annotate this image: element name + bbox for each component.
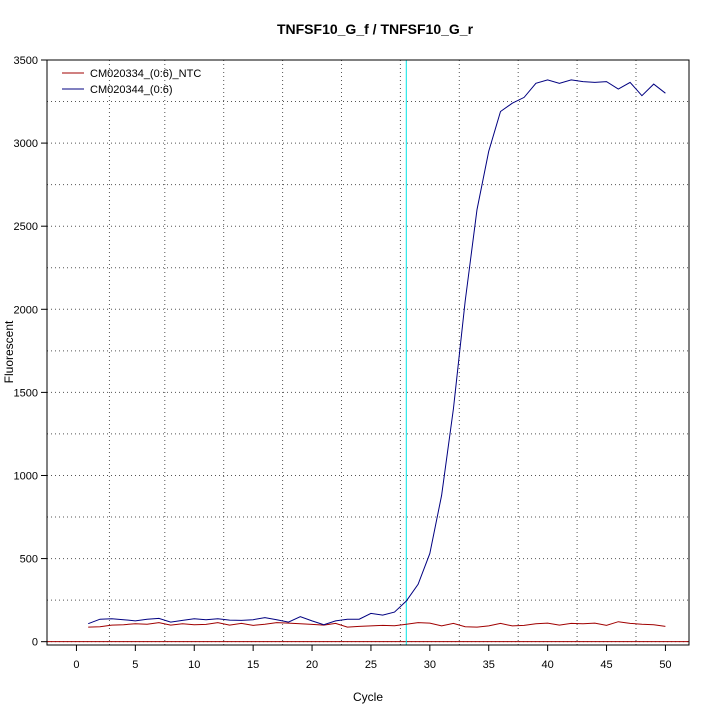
series-line-1 [88,79,666,626]
chart-title: TNFSF10_G_f / TNFSF10_G_r [277,21,474,37]
y-tick-label: 1000 [14,470,38,482]
y-tick-label: 500 [20,554,38,566]
x-tick-label: 35 [483,659,495,671]
x-tick-label: 0 [73,659,79,671]
x-tick-label: 40 [542,659,554,671]
y-tick-label: 1500 [14,387,38,399]
legend-label-ntc: CM020334_(0:6)_NTC [90,68,201,80]
plot-frame [46,59,690,646]
x-tick-label: 50 [659,659,671,671]
x-tick-label: 30 [424,659,436,671]
x-tick-label: 20 [306,659,318,671]
plot-data [47,60,689,645]
y-tick-label: 3500 [14,55,38,67]
legend: CM020334_(0:6)_NTC CM020344_(0:6) [62,68,201,96]
y-tick-label: 3000 [14,138,38,150]
x-tick-label: 5 [132,659,138,671]
axes: 0 5 10 15 20 25 30 35 40 45 5005001000150020002500… [14,55,672,671]
x-tick-label: 10 [188,659,200,671]
series-line-0 [88,621,666,628]
y-axis-label: Fluorescent [2,320,16,383]
x-tick-label: 25 [365,659,377,671]
legend-label-sample: CM020344_(0:6) [90,84,173,96]
x-tick-label: 45 [600,659,612,671]
y-tick-label: 2000 [14,304,38,316]
grid [47,59,689,645]
y-tick-label: 2500 [14,221,38,233]
x-axis-label: Cycle [353,690,383,704]
x-tick-label: 15 [247,659,259,671]
y-tick-label: 0 [32,637,38,649]
